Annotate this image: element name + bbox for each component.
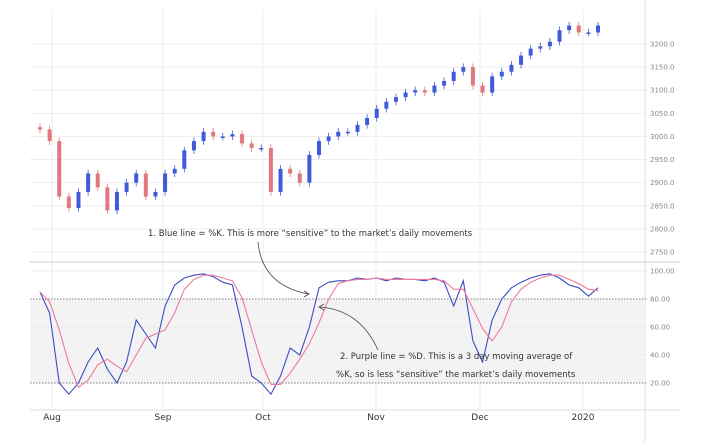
candle-body [596,25,600,33]
candle-body [355,124,360,132]
candle-body [143,173,148,197]
candle-body [259,148,264,150]
candle-body [480,85,485,93]
candle-body [345,131,350,134]
y-tick-label: 3000.0 [650,133,675,141]
y-tick-label: 100.00 [650,268,675,276]
arrowhead-2 [318,303,325,311]
percent-d-line [39,274,599,389]
y-tick-label: 3150.0 [650,64,675,72]
x-tick-label: 2020 [572,413,595,423]
candle-body [268,148,273,192]
candle-body [461,67,466,72]
y-tick-label: 3100.0 [650,87,675,95]
candle-body [432,85,437,93]
x-tick-label: Oct [255,413,271,423]
candle-body [538,46,543,49]
candle-body [586,32,591,34]
candle-body [384,101,389,109]
candle-body [66,196,71,209]
candle-body [547,41,552,47]
band-fill [30,299,645,383]
candle-body [413,90,418,93]
candle-body [288,168,293,174]
candle-body [172,168,177,174]
y-tick-label: 40.00 [650,352,670,360]
arrowhead-1 [303,290,310,298]
y-tick-label: 3050.0 [650,110,675,118]
percent-k-line [39,273,599,396]
candle-body [105,187,110,211]
candle-body [278,168,283,192]
candle-body [134,173,139,183]
y-tick-label: 2850.0 [650,202,675,210]
annotation-1: 1. Blue line = %K. This is more “sensiti… [148,229,473,239]
candle-body [374,108,379,118]
candle-body [336,131,341,137]
candle-body [519,55,524,65]
y-tick-label: 2750.0 [650,249,675,257]
candle-body [576,25,581,33]
candle-body [57,141,62,197]
annotation-2-line-1: 2. Purple line = %D. This is a 3 day mov… [340,352,573,362]
candle-body [124,182,129,192]
candle-body [191,141,196,151]
candle-body [182,150,187,169]
y-tick-label: 3200.0 [650,41,675,49]
candle-body [365,117,370,125]
candle-body [95,173,100,188]
candle-body [297,173,302,183]
candle-body [163,173,168,192]
candle-body [393,97,398,102]
candle-body [47,129,52,142]
candle-body [317,141,321,155]
y-tick-label: 20.00 [650,380,670,388]
candle-body [528,48,533,56]
candle-body [153,191,158,197]
candle-body [211,131,216,137]
x-tick-label: Dec [471,413,488,423]
candle-body [499,71,504,77]
annotation-2-line-2: %K, so is less “sensitive” the market’s … [336,370,576,380]
candle-body [307,154,312,183]
candle-body [76,191,81,209]
candle-body [249,143,254,149]
candle-body [201,131,206,142]
arrow-2 [319,306,379,351]
candle-body [557,30,562,42]
candle-body [422,90,427,93]
candle-body [451,71,456,81]
x-tick-label: Aug [43,413,61,423]
x-tick-label: Nov [367,413,385,423]
x-tick-label: Sep [155,413,172,423]
candle-body [509,64,514,72]
arrow-1 [257,241,309,295]
y-tick-label: 2950.0 [650,156,675,164]
candle-body [240,134,245,144]
y-tick-label: 60.00 [650,324,670,332]
y-tick-label: 2900.0 [650,179,675,187]
candle-body [403,92,408,98]
y-tick-label: 80.00 [650,296,670,304]
candle-body [490,76,495,93]
y-tick-label: 2800.0 [650,225,675,233]
candle-body [326,136,331,142]
candle-body [220,136,225,138]
candle-body [86,173,91,192]
candle-body [470,67,475,86]
candle-body [230,134,235,137]
candle-body [114,191,119,211]
candle-body [567,25,572,31]
candle-body [442,80,447,86]
candle-body [38,127,42,130]
